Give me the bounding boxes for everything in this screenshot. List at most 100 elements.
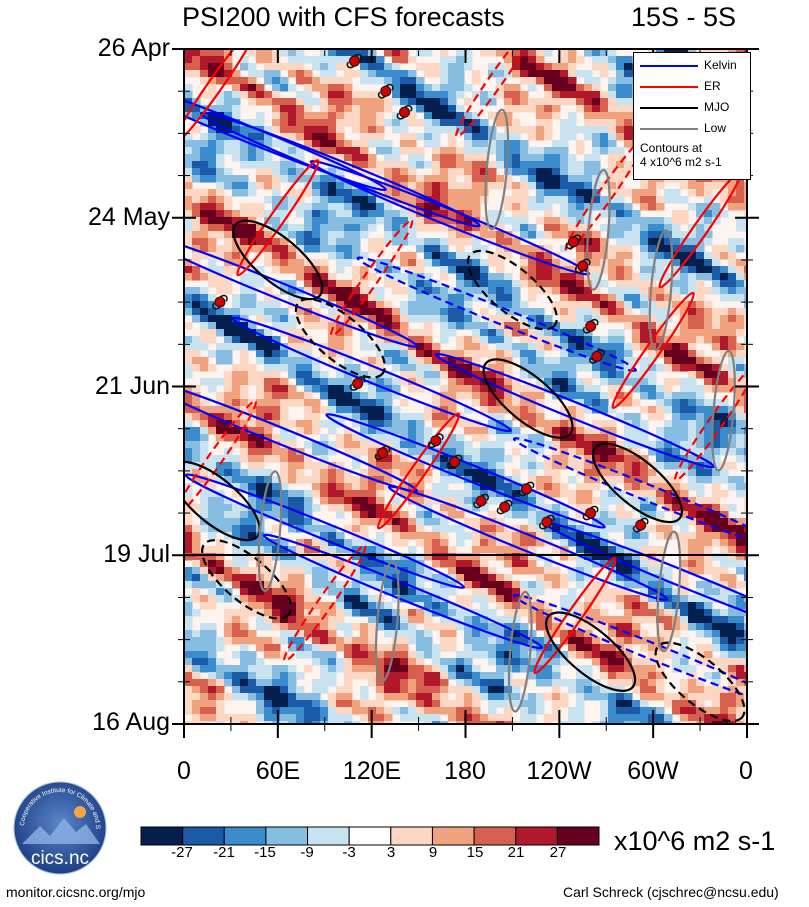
shading-cell: [592, 553, 601, 561]
shading-cell: [568, 119, 577, 127]
shading-cell: [224, 511, 233, 519]
shading-cell: [216, 189, 225, 197]
shading-cell: [264, 364, 273, 372]
shading-cell: [192, 399, 201, 407]
shading-cell: [616, 581, 625, 589]
shading-cell: [688, 273, 697, 281]
shading-cell: [664, 427, 673, 435]
shading-cell: [528, 588, 537, 596]
shading-cell: [304, 567, 313, 575]
shading-cell: [248, 210, 257, 218]
shading-cell: [424, 490, 433, 498]
shading-cell: [624, 70, 633, 78]
shading-cell: [408, 252, 417, 260]
shading-cell: [184, 462, 193, 470]
shading-cell: [280, 546, 289, 554]
shading-cell: [200, 399, 209, 407]
shading-cell: [688, 266, 697, 274]
shading-cell: [224, 350, 233, 358]
shading-cell: [696, 427, 705, 435]
shading-cell: [184, 448, 193, 456]
shading-cell: [408, 294, 417, 302]
shading-cell: [648, 308, 657, 316]
shading-cell: [272, 315, 281, 323]
shading-cell: [424, 105, 433, 113]
shading-cell: [328, 504, 337, 512]
shading-cell: [504, 546, 513, 554]
shading-cell: [448, 287, 457, 295]
shading-cell: [416, 420, 425, 428]
shading-cell: [720, 287, 729, 295]
shading-cell: [432, 196, 441, 204]
shading-cell: [736, 581, 745, 589]
shading-cell: [368, 434, 377, 442]
shading-cell: [568, 441, 577, 449]
shading-cell: [464, 119, 473, 127]
shading-cell: [640, 420, 649, 428]
shading-cell: [600, 595, 609, 603]
shading-cell: [216, 266, 225, 274]
shading-cell: [280, 574, 289, 582]
shading-cell: [336, 602, 345, 610]
shading-cell: [368, 91, 377, 99]
shading-cell: [448, 294, 457, 302]
shading-cell: [712, 308, 721, 316]
shading-cell: [192, 161, 201, 169]
shading-cell: [736, 609, 745, 617]
shading-cell: [400, 511, 409, 519]
shading-cell: [224, 182, 233, 190]
shading-cell: [256, 266, 265, 274]
shading-cell: [608, 518, 617, 526]
shading-cell: [672, 273, 681, 281]
shading-cell: [472, 455, 481, 463]
shading-cell: [240, 189, 249, 197]
shading-cell: [464, 560, 473, 568]
shading-cell: [344, 406, 353, 414]
shading-cell: [584, 91, 593, 99]
shading-cell: [432, 252, 441, 260]
shading-cell: [688, 322, 697, 330]
shading-cell: [224, 385, 233, 393]
shading-cell: [288, 511, 297, 519]
shading-cell: [568, 539, 577, 547]
shading-cell: [656, 476, 665, 484]
shading-cell: [624, 252, 633, 260]
shading-cell: [344, 581, 353, 589]
shading-cell: [720, 196, 729, 204]
shading-cell: [528, 434, 537, 442]
shading-cell: [400, 350, 409, 358]
shading-cell: [384, 231, 393, 239]
shading-cell: [488, 588, 497, 596]
shading-cell: [736, 413, 745, 421]
shading-cell: [352, 546, 361, 554]
shading-cell: [272, 322, 281, 330]
shading-cell: [240, 595, 249, 603]
shading-cell: [248, 287, 257, 295]
shading-cell: [512, 133, 521, 141]
shading-cell: [576, 308, 585, 316]
shading-cell: [448, 210, 457, 218]
shading-cell: [544, 581, 553, 589]
shading-cell: [376, 63, 385, 71]
shading-cell: [232, 259, 241, 267]
shading-cell: [392, 182, 401, 190]
shading-cell: [328, 84, 337, 92]
shading-cell: [712, 266, 721, 274]
shading-cell: [488, 238, 497, 246]
shading-cell: [400, 462, 409, 470]
shading-cell: [576, 245, 585, 253]
shading-cell: [704, 252, 713, 260]
shading-cell: [240, 476, 249, 484]
shading-cell: [360, 567, 369, 575]
shading-cell: [416, 525, 425, 533]
shading-cell: [392, 266, 401, 274]
shading-cell: [664, 420, 673, 428]
shading-cell: [680, 392, 689, 400]
shading-cell: [256, 315, 265, 323]
shading-cell: [288, 595, 297, 603]
shading-cell: [416, 469, 425, 477]
shading-cell: [664, 196, 673, 204]
shading-cell: [456, 308, 465, 316]
shading-cell: [704, 266, 713, 274]
shading-cell: [272, 364, 281, 372]
